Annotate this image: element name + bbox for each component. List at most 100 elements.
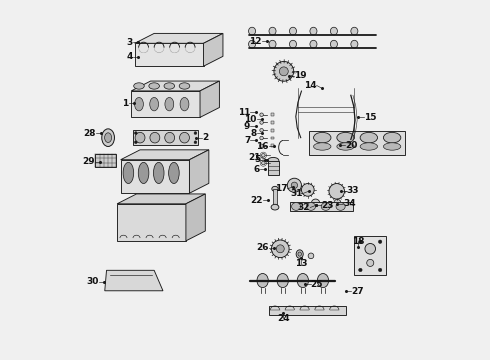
Text: 17: 17 [275, 184, 287, 193]
Ellipse shape [314, 143, 331, 150]
Ellipse shape [314, 132, 331, 143]
Text: 15: 15 [364, 113, 376, 122]
Ellipse shape [138, 162, 149, 184]
Bar [271, 113, 274, 116]
Ellipse shape [169, 162, 179, 184]
Text: 19: 19 [294, 71, 307, 80]
Circle shape [134, 132, 137, 135]
Ellipse shape [306, 203, 316, 210]
Polygon shape [203, 33, 223, 66]
Ellipse shape [337, 132, 354, 143]
Ellipse shape [165, 132, 174, 143]
Text: 30: 30 [86, 277, 98, 286]
Ellipse shape [321, 203, 330, 210]
Circle shape [260, 136, 263, 140]
Ellipse shape [310, 27, 317, 35]
Ellipse shape [330, 27, 338, 35]
Polygon shape [131, 81, 220, 91]
Circle shape [260, 121, 263, 124]
Bar [133, 130, 198, 145]
Polygon shape [135, 33, 223, 43]
Ellipse shape [269, 40, 276, 48]
Bar [354, 237, 387, 275]
Circle shape [271, 240, 289, 258]
Text: 23: 23 [321, 201, 334, 210]
Circle shape [334, 199, 341, 207]
Circle shape [311, 199, 320, 207]
Ellipse shape [290, 27, 296, 35]
Ellipse shape [292, 203, 301, 210]
Bar [290, 202, 353, 211]
Bar [96, 154, 116, 167]
Ellipse shape [351, 27, 358, 35]
Ellipse shape [135, 98, 144, 111]
Ellipse shape [383, 143, 401, 150]
Circle shape [359, 268, 362, 272]
Circle shape [378, 268, 382, 272]
Polygon shape [105, 270, 163, 291]
Circle shape [365, 243, 375, 254]
Text: 21: 21 [249, 153, 261, 162]
Polygon shape [190, 150, 209, 193]
Text: 31: 31 [291, 189, 303, 198]
Ellipse shape [296, 250, 303, 258]
Ellipse shape [165, 98, 174, 111]
Text: 33: 33 [346, 186, 359, 195]
Text: 29: 29 [82, 157, 95, 166]
Polygon shape [186, 194, 205, 241]
Text: 22: 22 [250, 196, 263, 205]
Circle shape [274, 62, 294, 81]
Bar [268, 161, 279, 175]
Polygon shape [117, 204, 186, 241]
Text: 26: 26 [256, 243, 269, 252]
Polygon shape [121, 160, 190, 193]
Circle shape [262, 161, 265, 165]
Ellipse shape [268, 157, 279, 164]
Circle shape [359, 240, 362, 243]
Circle shape [260, 144, 263, 148]
Circle shape [329, 184, 344, 199]
Ellipse shape [351, 40, 358, 48]
Ellipse shape [150, 132, 160, 143]
Ellipse shape [248, 27, 256, 35]
Circle shape [367, 259, 374, 266]
Text: 34: 34 [343, 199, 356, 208]
Ellipse shape [330, 40, 338, 48]
Text: 18: 18 [352, 237, 364, 246]
Circle shape [287, 178, 301, 192]
Polygon shape [121, 150, 209, 160]
Circle shape [194, 141, 197, 144]
Ellipse shape [297, 274, 309, 288]
Ellipse shape [248, 40, 256, 48]
Ellipse shape [149, 83, 159, 89]
Text: 8: 8 [250, 129, 257, 138]
Text: 27: 27 [351, 287, 364, 296]
Text: 16: 16 [256, 142, 269, 151]
Polygon shape [200, 81, 220, 117]
Circle shape [134, 141, 137, 144]
Polygon shape [131, 91, 200, 117]
Text: 32: 32 [298, 203, 310, 212]
Ellipse shape [360, 132, 377, 143]
Ellipse shape [318, 274, 329, 288]
Ellipse shape [269, 27, 276, 35]
Ellipse shape [290, 40, 296, 48]
Text: 20: 20 [345, 141, 358, 150]
Text: 24: 24 [277, 314, 290, 323]
Bar [309, 131, 405, 154]
Circle shape [276, 245, 284, 253]
Bar [271, 129, 274, 132]
Polygon shape [135, 43, 203, 66]
Ellipse shape [360, 143, 377, 150]
Circle shape [279, 67, 288, 76]
Text: 13: 13 [295, 260, 308, 269]
Circle shape [378, 240, 382, 243]
Ellipse shape [179, 132, 190, 143]
Ellipse shape [179, 83, 190, 89]
Ellipse shape [105, 133, 112, 143]
Text: 4: 4 [126, 52, 133, 61]
Bar [271, 144, 274, 147]
Bar [269, 306, 346, 315]
Ellipse shape [180, 98, 189, 111]
Ellipse shape [135, 132, 145, 143]
